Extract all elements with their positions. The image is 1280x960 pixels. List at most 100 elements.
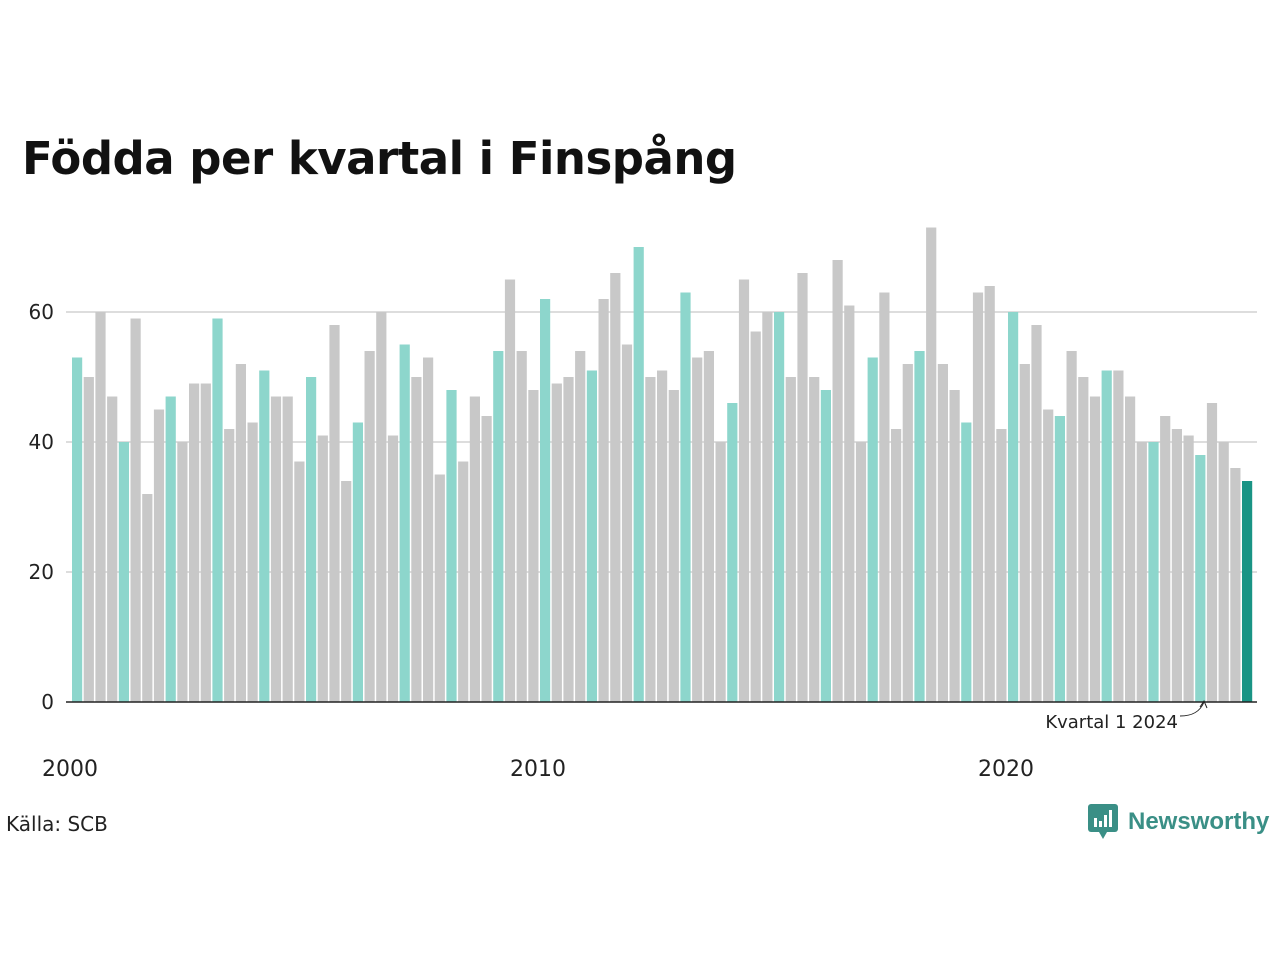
bar bbox=[446, 390, 457, 702]
bars bbox=[72, 227, 1253, 702]
bar bbox=[586, 370, 597, 702]
bar bbox=[972, 292, 984, 702]
x-tick-label: 2010 bbox=[510, 757, 566, 782]
bar bbox=[551, 383, 562, 702]
annotation-arrowhead bbox=[1199, 699, 1208, 709]
bar bbox=[329, 325, 340, 702]
bar bbox=[1242, 481, 1253, 702]
brand-logo[interactable]: Newsworthy bbox=[1088, 804, 1269, 840]
bar bbox=[540, 299, 551, 702]
y-axis-ticks: 0 20 40 60 bbox=[29, 300, 54, 714]
bar bbox=[224, 429, 235, 702]
bar bbox=[423, 357, 434, 702]
brand-name: Newsworthy bbox=[1128, 808, 1270, 835]
bar bbox=[1054, 416, 1065, 702]
bar bbox=[692, 357, 703, 702]
bar bbox=[1113, 370, 1124, 702]
bar bbox=[469, 396, 480, 702]
bar bbox=[844, 305, 855, 702]
bar bbox=[189, 383, 200, 702]
bar bbox=[1171, 429, 1182, 702]
bar bbox=[855, 442, 867, 702]
bar bbox=[270, 396, 282, 702]
bar bbox=[762, 312, 773, 702]
y-tick-label: 0 bbox=[41, 690, 54, 714]
bar bbox=[668, 390, 679, 702]
bar bbox=[680, 292, 691, 702]
chart-title: Födda per kvartal i Finspång bbox=[22, 132, 737, 185]
bar bbox=[153, 409, 165, 702]
bar bbox=[235, 364, 246, 702]
bar bbox=[610, 273, 621, 702]
bar bbox=[1019, 364, 1030, 702]
bar bbox=[1043, 409, 1054, 702]
bar bbox=[750, 331, 761, 702]
y-tick-label: 60 bbox=[29, 300, 54, 324]
bar bbox=[528, 390, 539, 702]
bar bbox=[1183, 435, 1194, 702]
bar bbox=[1078, 377, 1089, 702]
bar bbox=[633, 247, 644, 702]
bar bbox=[130, 318, 141, 702]
bar bbox=[820, 390, 831, 702]
bar bbox=[727, 403, 738, 702]
annotation-arrow bbox=[1179, 701, 1205, 717]
bar bbox=[645, 377, 656, 702]
bar bbox=[177, 442, 188, 702]
bar bbox=[914, 351, 925, 702]
bar bbox=[83, 377, 94, 702]
x-tick-label: 2000 bbox=[42, 757, 98, 782]
newsworthy-logo-icon bbox=[1088, 804, 1118, 839]
annotation-label: Kvartal 1 2024 bbox=[1045, 712, 1178, 733]
bar bbox=[118, 442, 129, 702]
bar bbox=[434, 474, 445, 702]
bar bbox=[984, 286, 995, 702]
bar bbox=[306, 377, 317, 702]
bar bbox=[703, 351, 714, 702]
bar bbox=[867, 357, 878, 702]
bar bbox=[809, 377, 820, 702]
bar bbox=[399, 344, 410, 702]
bar bbox=[1218, 442, 1229, 702]
bar bbox=[1136, 442, 1147, 702]
bar bbox=[352, 422, 363, 702]
bar bbox=[657, 370, 668, 702]
latest-annotation: Kvartal 1 2024 bbox=[1045, 699, 1208, 733]
bar bbox=[1008, 312, 1019, 702]
bar bbox=[364, 351, 375, 702]
bar bbox=[1031, 325, 1042, 702]
bar bbox=[738, 279, 750, 702]
bar bbox=[516, 351, 527, 702]
bar bbox=[1206, 403, 1218, 702]
bar bbox=[621, 344, 633, 702]
bar bbox=[458, 461, 469, 702]
bar bbox=[996, 429, 1007, 702]
bar bbox=[937, 364, 948, 702]
bar bbox=[212, 318, 223, 702]
bar bbox=[481, 416, 492, 702]
bar bbox=[1148, 442, 1159, 702]
bar bbox=[165, 396, 176, 702]
bar bbox=[341, 481, 352, 702]
bar bbox=[1160, 416, 1171, 702]
source-label: Källa: SCB bbox=[6, 812, 108, 836]
bar bbox=[1125, 396, 1136, 702]
x-tick-label: 2020 bbox=[978, 757, 1034, 782]
bar bbox=[504, 279, 516, 702]
bar bbox=[95, 312, 106, 702]
bar bbox=[376, 312, 387, 702]
bar bbox=[142, 494, 153, 702]
bar bbox=[902, 364, 913, 702]
bar bbox=[598, 299, 609, 702]
bar bbox=[1195, 455, 1206, 702]
bar bbox=[200, 383, 211, 702]
bar bbox=[1101, 370, 1112, 702]
bar bbox=[247, 422, 258, 702]
bar bbox=[107, 396, 118, 702]
bar bbox=[563, 377, 574, 702]
bar bbox=[493, 351, 504, 702]
bar bbox=[774, 312, 785, 702]
bar bbox=[387, 435, 399, 702]
bar bbox=[949, 390, 960, 702]
bar bbox=[1089, 396, 1101, 702]
